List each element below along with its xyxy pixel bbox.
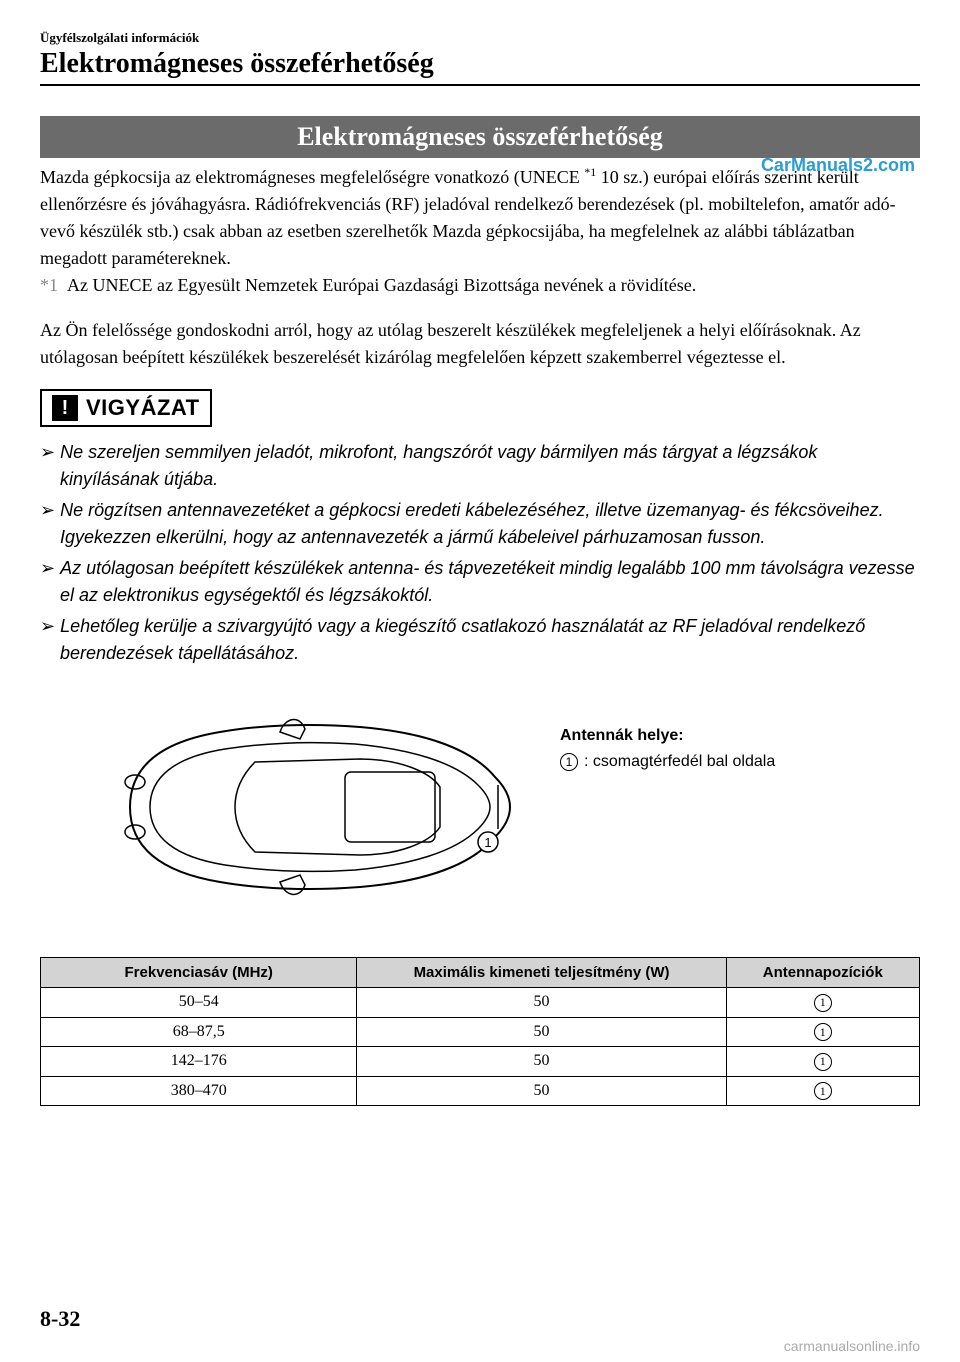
table-header: Antennapozíciók: [726, 958, 919, 988]
caution-item: Ne szereljen semmilyen jeladót, mikrofon…: [40, 439, 920, 493]
table-row: 50–54 50 1: [41, 988, 920, 1018]
caution-label: VIGYÁZAT: [86, 395, 200, 421]
header-small: Ügyfélszolgálati információk: [40, 30, 920, 46]
table-cell: 1: [726, 1047, 919, 1077]
table-cell: 1: [726, 1076, 919, 1106]
svg-text:1: 1: [484, 835, 491, 850]
antenna-item: 1 : csomagtérfedél bal oldala: [560, 753, 775, 771]
bottom-watermark: carmanualsonline.info: [784, 1338, 920, 1354]
circle-number-icon: 1: [814, 994, 832, 1012]
caution-item: Lehetőleg kerülje a szivargyújtó vagy a …: [40, 613, 920, 667]
circle-number-icon: 1: [814, 1082, 832, 1100]
header-large: Elektromágneses összeférhetőség: [40, 48, 920, 80]
warning-icon: [52, 395, 78, 421]
table-cell: 142–176: [41, 1047, 357, 1077]
paragraph-1: Mazda gépkocsija az elektromágneses megf…: [40, 163, 920, 299]
antenna-item-text: : csomagtérfedél bal oldala: [584, 753, 775, 771]
section-title: Elektromágneses összeférhetőség CarManua…: [40, 116, 920, 158]
caution-box: VIGYÁZAT: [40, 389, 212, 427]
table-cell: 380–470: [41, 1076, 357, 1106]
table-header: Frekvenciasáv (MHz): [41, 958, 357, 988]
footnote-text: Az UNECE az Egyesült Nemzetek Európai Ga…: [67, 275, 696, 295]
antenna-legend: Antennák helye: 1 : csomagtérfedél bal o…: [560, 727, 775, 771]
table-cell: 50: [357, 1076, 726, 1106]
table-row: 380–470 50 1: [41, 1076, 920, 1106]
watermark-text: CarManuals2.com: [761, 155, 915, 176]
caution-list: Ne szereljen semmilyen jeladót, mikrofon…: [40, 439, 920, 667]
table-cell: 50: [357, 988, 726, 1018]
caution-item: Az utólagosan beépített készülékek anten…: [40, 555, 920, 609]
table-row: 142–176 50 1: [41, 1047, 920, 1077]
section-title-text: Elektromágneses összeférhetőség: [297, 122, 663, 151]
table-row: 68–87,5 50 1: [41, 1017, 920, 1047]
table-cell: 1: [726, 988, 919, 1018]
table-cell: 68–87,5: [41, 1017, 357, 1047]
table-cell: 1: [726, 1017, 919, 1047]
table-cell: 50–54: [41, 988, 357, 1018]
table-header: Maximális kimeneti teljesítmény (W): [357, 958, 726, 988]
paragraph-2: Az Ön felelőssége gondoskodni arról, hog…: [40, 317, 920, 371]
car-diagram: 1: [100, 687, 520, 927]
frequency-table: Frekvenciasáv (MHz) Maximális kimeneti t…: [40, 957, 920, 1106]
p1-part1: Mazda gépkocsija az elektromágneses megf…: [40, 167, 584, 187]
table-cell: 50: [357, 1017, 726, 1047]
circle-number-icon: 1: [814, 1053, 832, 1071]
footnote-label: *1: [40, 275, 58, 295]
p1-sup: *1: [584, 165, 596, 179]
page-container: Ügyfélszolgálati információk Elektromágn…: [0, 0, 960, 1362]
table-header-row: Frekvenciasáv (MHz) Maximális kimeneti t…: [41, 958, 920, 988]
circle-number-icon: 1: [560, 753, 578, 771]
antenna-title: Antennák helye:: [560, 727, 775, 745]
circle-number-icon: 1: [814, 1023, 832, 1041]
table-cell: 50: [357, 1047, 726, 1077]
page-number: 8-32: [40, 1306, 80, 1332]
page-header: Ügyfélszolgálati információk Elektromágn…: [40, 30, 920, 86]
caution-item: Ne rögzítsen antennavezetéket a gépkocsi…: [40, 497, 920, 551]
diagram-section: 1 Antennák helye: 1 : csomagtérfedél bal…: [40, 687, 920, 927]
